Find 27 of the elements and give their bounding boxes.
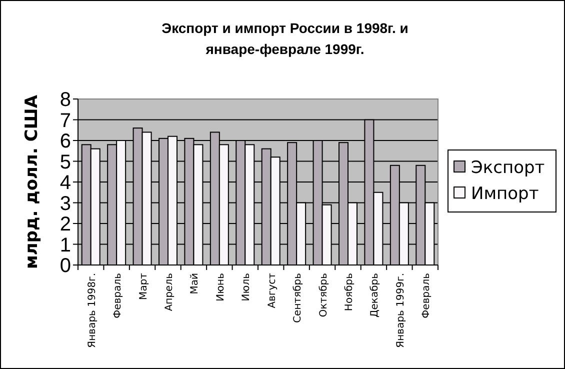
- x-tick-label: Февраль: [421, 272, 432, 318]
- x-tick-label: Январь 1998г.: [86, 273, 98, 348]
- x-tick-label: Июль: [241, 272, 252, 302]
- y-tick-label: 1: [60, 234, 71, 256]
- y-tick-label: 3: [60, 192, 71, 215]
- legend-label: Импорт: [471, 184, 539, 204]
- chart-title: Экспорт и импорт России в 1998г. и январе-феврале 1999г.: [162, 20, 408, 57]
- y-tick-label: 4: [60, 172, 71, 194]
- x-tick-label: Март: [138, 272, 150, 300]
- legend-label: Экспорт: [471, 158, 545, 178]
- y-tick-label: 7: [60, 110, 71, 132]
- y-tick-label: 6: [60, 130, 71, 152]
- y-axis-title: млрд. долл. США: [22, 94, 42, 269]
- x-tick-label: Октябрь: [318, 272, 330, 318]
- y-tick-label: 2: [60, 214, 71, 236]
- x-tick-label: Январь 1999г.: [395, 273, 406, 348]
- x-tick-label: Сентябрь: [292, 272, 304, 323]
- y-tick-label: 5: [60, 151, 71, 174]
- x-tick-label: Июнь: [215, 272, 226, 302]
- x-tick-label: Февраль: [112, 272, 124, 318]
- x-tick-label: Ноябрь: [344, 272, 355, 312]
- x-tick-label: Август: [266, 272, 278, 308]
- y-tick-label: 0: [60, 255, 71, 277]
- x-tick-label: Апрель: [164, 272, 175, 312]
- x-tick-label: Май: [190, 273, 201, 294]
- x-tick-label: Декабрь: [370, 272, 381, 318]
- y-tick-label: 8: [60, 89, 71, 111]
